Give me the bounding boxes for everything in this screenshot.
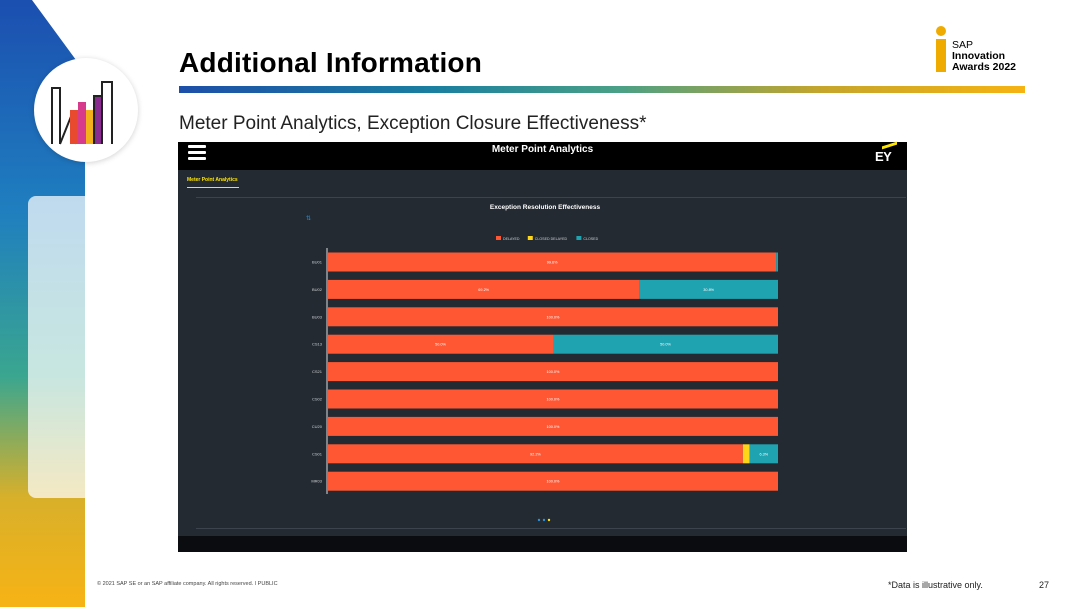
analytics-logo-circle (34, 58, 138, 162)
data-label: 100.0% (547, 370, 561, 374)
bar-segment (328, 279, 640, 299)
legend-swatch (496, 236, 501, 240)
bar-segment (328, 471, 778, 491)
tab-meter-point-analytics[interactable]: Meter Point Analytics (187, 177, 238, 183)
sap-innovation-awards-logo: SAP Innovation Awards 2022 (934, 26, 1034, 76)
filter-icon: ⇅ (306, 216, 311, 222)
y-tick-label: MR03 (311, 479, 322, 484)
bar-segment (328, 389, 778, 409)
bar-segment (328, 444, 743, 464)
y-tick-label: BU03 (312, 314, 323, 319)
pagination-dot-icon (537, 518, 541, 522)
award-text: SAP Innovation Awards 2022 (952, 40, 1016, 73)
y-tick-label: CS02 (312, 397, 323, 402)
divider (196, 197, 906, 198)
bar-segment (328, 416, 778, 436)
copyright-footer: © 2021 SAP SE or an SAP affiliate compan… (97, 581, 278, 587)
hamburger-menu-icon[interactable] (188, 145, 206, 161)
y-tick-label: CS21 (312, 369, 323, 374)
data-label: 100.0% (547, 480, 561, 484)
app-footer-bar (178, 536, 907, 552)
legend-label: CLOSED DELAYED (535, 237, 568, 241)
app-header-title: Meter Point Analytics (491, 144, 594, 155)
award-line-year: Awards 2022 (952, 61, 1017, 73)
bar-chart-icon (51, 81, 113, 145)
slide-title: Additional Information (179, 47, 483, 78)
data-label: 50.0% (660, 343, 671, 347)
bar-segment (328, 307, 778, 327)
bar-segment (742, 444, 750, 464)
bar-segment (776, 252, 778, 272)
app-screenshot: Meter Point Analytics EY Meter Point Ana… (178, 141, 907, 552)
decorative-card (28, 196, 138, 498)
data-label: 69.2% (478, 288, 489, 292)
pagination-dot-icon (542, 518, 546, 522)
bar-segment (749, 444, 778, 464)
bar-segment (328, 334, 553, 354)
data-label: 92.2% (530, 452, 541, 456)
y-tick-label: CU20 (312, 424, 323, 429)
divider (196, 528, 906, 529)
data-label: 50.0% (435, 343, 446, 347)
data-label: 30.8% (703, 288, 714, 292)
bar-segment (328, 362, 778, 382)
data-label: 100.0% (547, 425, 561, 429)
data-label: 6.3% (759, 452, 768, 456)
data-label: 100.0% (547, 315, 561, 319)
award-i-stem-icon (936, 39, 946, 72)
award-i-dot-icon (936, 26, 946, 36)
page-number: 27 (1039, 580, 1050, 590)
bar-segment (639, 279, 778, 299)
y-tick-label: BU02 (312, 287, 323, 292)
ey-logo: EY (875, 141, 897, 166)
pagination-dot-icon (547, 518, 551, 522)
bar-segment (328, 252, 777, 272)
slide-subtitle: Meter Point Analytics, Exception Closure… (179, 113, 647, 134)
legend-swatch (527, 236, 533, 240)
legend-label: DELAYED (503, 237, 520, 241)
legend-swatch (576, 236, 582, 240)
decorative-side-band (0, 0, 150, 607)
active-tab-indicator (187, 187, 239, 188)
award-line-sap: SAP (952, 39, 974, 51)
ey-logo-text: EY (875, 149, 892, 164)
title-gradient-bar (179, 86, 1025, 93)
legend-label: CLOSED (583, 237, 598, 241)
y-tick-label: CS13 (312, 342, 323, 347)
app-header: Meter Point Analytics EY (178, 141, 907, 170)
y-tick-label: BU01 (312, 260, 323, 265)
data-label: 100.0% (547, 398, 561, 402)
award-line-innovation: Innovation (952, 50, 1006, 62)
chart-title: Exception Resolution Effectiveness (490, 204, 601, 211)
illustrative-data-note: *Data is illustrative only. (888, 580, 983, 590)
exception-resolution-chart: Exception Resolution Effectiveness ⇅ DELAY… (306, 204, 778, 522)
y-tick-label: CS01 (312, 451, 323, 456)
bar-segment (553, 334, 778, 354)
data-label: 99.6% (547, 261, 558, 265)
